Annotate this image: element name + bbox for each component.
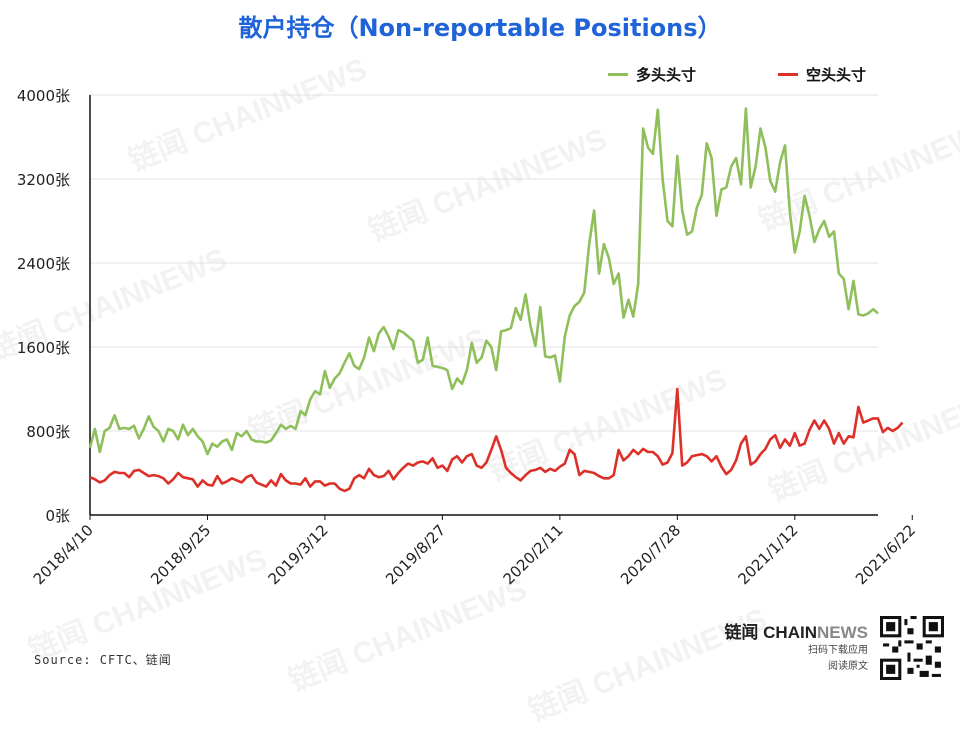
x-tick-label: 2018/9/25 (147, 521, 214, 588)
x-tick-label: 2020/2/11 (500, 521, 567, 588)
legend: 多头头寸 空头头寸 (608, 64, 908, 88)
brand-name-main: 链闻 CHAIN (724, 623, 817, 642)
x-axis-ticks: 2018/4/10 2018/9/25 2019/3/12 2019/8/27 2020… (30, 515, 919, 588)
chart-title: 散户持仓（Non-reportable Positions） (238, 14, 722, 42)
qr-code-icon[interactable] (880, 616, 944, 680)
y-tick-label: 0张 (45, 507, 70, 525)
series-line-long (88, 107, 879, 456)
y-tick-label: 1600张 (17, 339, 70, 357)
legend-item-short: 空头头寸 (778, 64, 866, 85)
brand-download-text: 扫码下载应用 (808, 645, 868, 656)
x-tick-label: 2020/7/28 (617, 521, 684, 588)
x-tick-label: 2018/4/10 (30, 521, 97, 588)
x-tick-label: 2021/6/22 (852, 521, 919, 588)
source-note: Source: CFTC、链闻 (34, 653, 172, 667)
y-tick-label: 3200张 (17, 171, 70, 189)
legend-label-long: 多头头寸 (636, 66, 697, 84)
legend-item-long: 多头头寸 (608, 64, 696, 85)
brand-name: 链闻 CHAINNEWS (722, 618, 868, 643)
series-line-short (89, 387, 904, 493)
brand-block: 链闻 CHAINNEWS 扫码下载应用 阅读原文 (722, 618, 868, 675)
x-tick-label: 2019/3/12 (265, 521, 332, 588)
series-lines (88, 107, 904, 493)
x-tick-label: 2021/1/12 (735, 521, 802, 588)
y-axis-ticks: 0张 800张 1600张 2400张 3200张 4000张 (17, 87, 70, 525)
x-tick-label: 2019/8/27 (382, 521, 449, 588)
brand-read-text: 阅读原文 (828, 661, 868, 672)
y-tick-label: 800张 (26, 423, 70, 441)
legend-label-short: 空头头寸 (806, 66, 867, 84)
y-tick-label: 2400张 (17, 255, 70, 273)
legend-swatch-short (778, 73, 798, 76)
y-tick-label: 4000张 (17, 87, 70, 105)
legend-swatch-long (608, 73, 628, 76)
brand-name-accent: NEWS (817, 623, 868, 642)
